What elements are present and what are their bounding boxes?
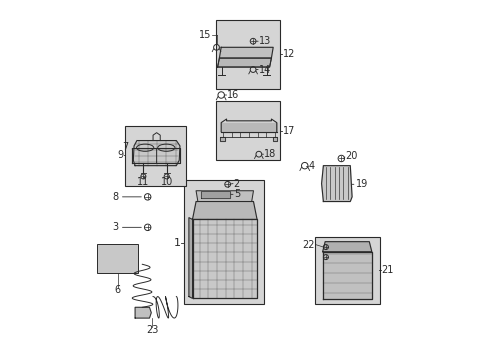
Polygon shape (273, 137, 277, 140)
Polygon shape (131, 148, 180, 163)
Ellipse shape (136, 144, 153, 151)
Polygon shape (221, 123, 276, 132)
Text: 18: 18 (264, 149, 276, 159)
Text: 6: 6 (114, 285, 121, 295)
Text: 23: 23 (146, 325, 158, 334)
Polygon shape (135, 307, 151, 318)
Text: 19: 19 (355, 179, 367, 189)
Polygon shape (220, 137, 224, 140)
Polygon shape (322, 252, 371, 299)
Polygon shape (133, 140, 180, 166)
Polygon shape (219, 47, 273, 58)
Text: 14: 14 (258, 64, 270, 75)
Polygon shape (217, 58, 271, 67)
Text: 8: 8 (112, 192, 118, 202)
Text: 15: 15 (199, 30, 211, 40)
Bar (183, 180, 264, 304)
Polygon shape (192, 220, 257, 298)
Text: 7: 7 (122, 141, 128, 152)
Text: 3: 3 (112, 222, 118, 232)
Text: 10: 10 (160, 177, 172, 187)
Text: 2: 2 (233, 179, 240, 189)
Polygon shape (321, 166, 351, 202)
Bar (125, 126, 185, 186)
Polygon shape (188, 218, 192, 298)
Text: 1: 1 (173, 238, 180, 248)
Polygon shape (196, 191, 253, 202)
Text: 13: 13 (258, 36, 270, 46)
Text: 17: 17 (282, 126, 295, 135)
Text: 4: 4 (308, 161, 315, 171)
Bar (215, 101, 280, 160)
Bar (97, 244, 137, 273)
Text: 20: 20 (345, 150, 357, 161)
Text: 22: 22 (302, 239, 314, 249)
Text: 9: 9 (117, 150, 123, 160)
Ellipse shape (158, 144, 175, 151)
Polygon shape (322, 242, 371, 252)
Text: 5: 5 (233, 189, 240, 199)
Text: 21: 21 (381, 265, 393, 275)
Bar (215, 21, 280, 89)
Text: 11: 11 (137, 177, 149, 187)
Bar (314, 237, 379, 305)
Text: 16: 16 (227, 90, 239, 100)
Text: 12: 12 (282, 49, 295, 59)
Polygon shape (201, 192, 230, 198)
Polygon shape (192, 202, 257, 220)
